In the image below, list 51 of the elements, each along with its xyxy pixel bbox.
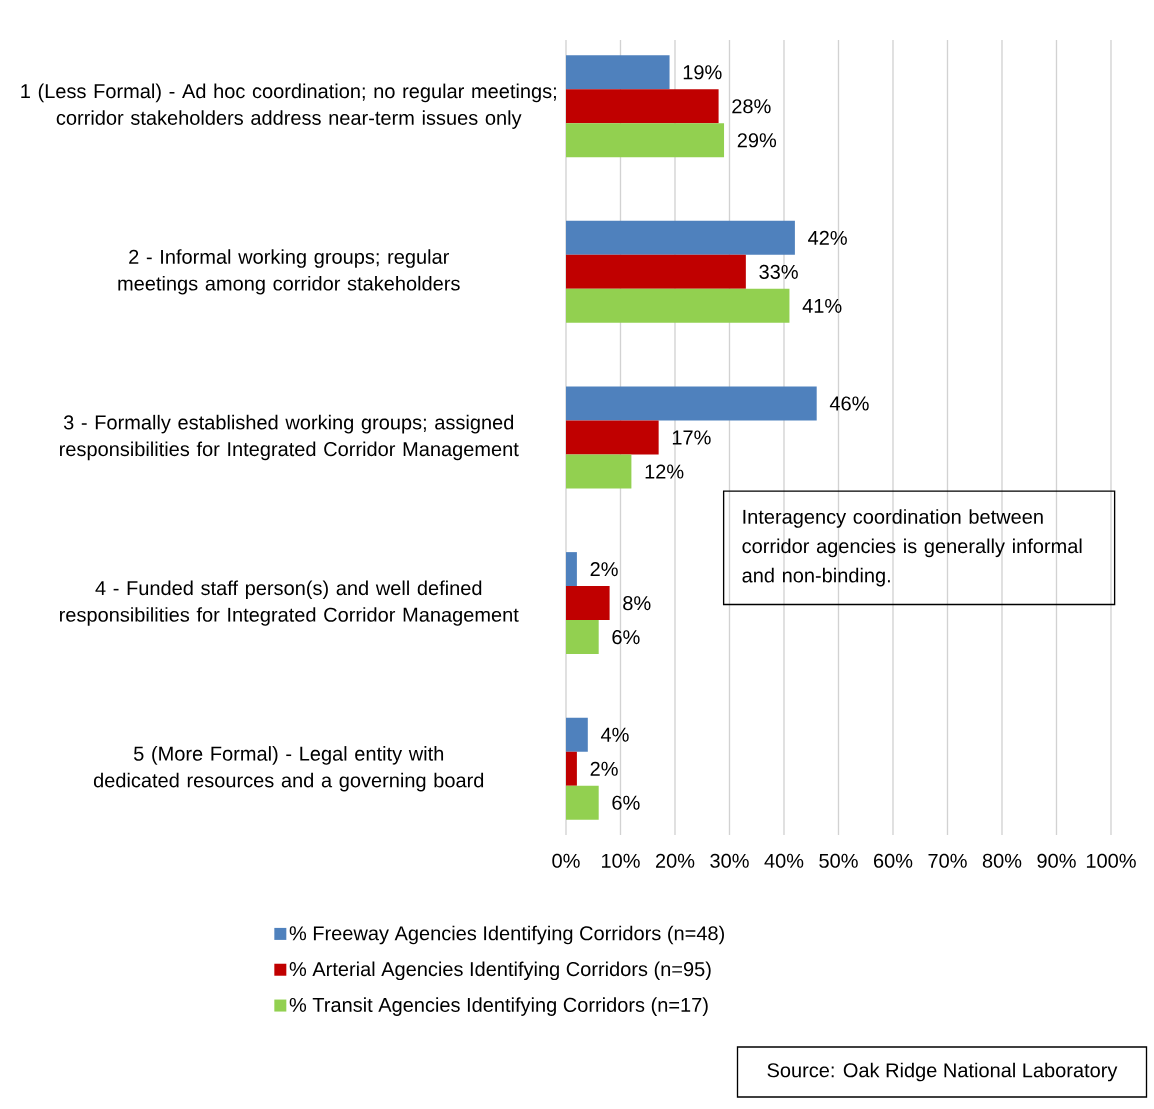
data-label: 46% [829, 396, 869, 411]
bar [566, 254, 746, 289]
x-tick-label: 40% [764, 853, 804, 868]
bar [566, 220, 795, 255]
data-label: 6% [612, 630, 640, 645]
data-label: 42% [808, 230, 847, 245]
bar [566, 751, 577, 786]
bar [566, 717, 588, 752]
data-label: 2% [590, 562, 618, 577]
x-tick-label: 100% [1086, 853, 1136, 868]
x-tick-label: 30% [710, 853, 749, 868]
bar [566, 454, 632, 489]
y-tick-label: 4 - Funded staff person(s) and well defined responsibilities for Integrated Corridor Management [59, 580, 519, 626]
data-label: 17% [672, 430, 711, 445]
data-label: 8% [623, 596, 651, 611]
data-label: 41% [802, 298, 842, 313]
legend-label: % Transit Agencies Identifying Corridors (n=17) [289, 997, 708, 1016]
bar [566, 89, 719, 124]
y-tick-label: 1 (Less Formal) - Ad hoc coordination; no regular meetings; corridor stakeholders address near-term issues only [21, 83, 556, 129]
bar [566, 386, 817, 421]
data-label: 12% [645, 464, 684, 479]
bar [566, 123, 725, 158]
data-label: 33% [759, 264, 798, 279]
y-tick-label: 5 (More Formal) - Legal entity with dedicated resources and a governing board [93, 746, 484, 792]
bar [566, 55, 670, 90]
data-label: 4% [600, 727, 629, 742]
x-tick-label: 10% [602, 853, 640, 868]
y-tick-label: 3 - Formally established working groups; assigned responsibilities for Integrated Corridor Management [59, 414, 519, 461]
y-tick-label: 2 - Informal working groups; regular meetings among corridor stakeholders [118, 249, 460, 295]
bar [566, 785, 599, 820]
data-label: 6% [612, 795, 640, 810]
data-label: 2% [590, 761, 618, 776]
data-label: 28% [732, 99, 771, 114]
x-tick-label: 90% [1037, 853, 1076, 868]
x-tick-label: 20% [655, 853, 695, 868]
bar [566, 288, 790, 323]
data-label: 19% [683, 65, 722, 80]
x-tick-label: 0% [552, 853, 580, 868]
x-tick-label: 50% [819, 853, 858, 868]
bar [566, 552, 577, 587]
x-tick-label: 60% [874, 853, 913, 868]
bar [566, 420, 659, 455]
bar [566, 620, 599, 655]
legend-label: % Freeway Agencies Identifying Corridors (n=48) [289, 925, 724, 945]
bar [566, 586, 610, 621]
source-note: Source: Oak Ridge National Laboratory [767, 1062, 1118, 1082]
x-tick-label: 80% [982, 853, 1022, 868]
annotation: Interagency coordination between corridor agencies is generally informal and non-binding. [742, 509, 1082, 587]
legend-label: % Arterial Agencies Identifying Corridors (n=95) [289, 961, 711, 981]
data-label: 29% [737, 133, 777, 148]
x-tick-label: 70% [928, 853, 967, 868]
